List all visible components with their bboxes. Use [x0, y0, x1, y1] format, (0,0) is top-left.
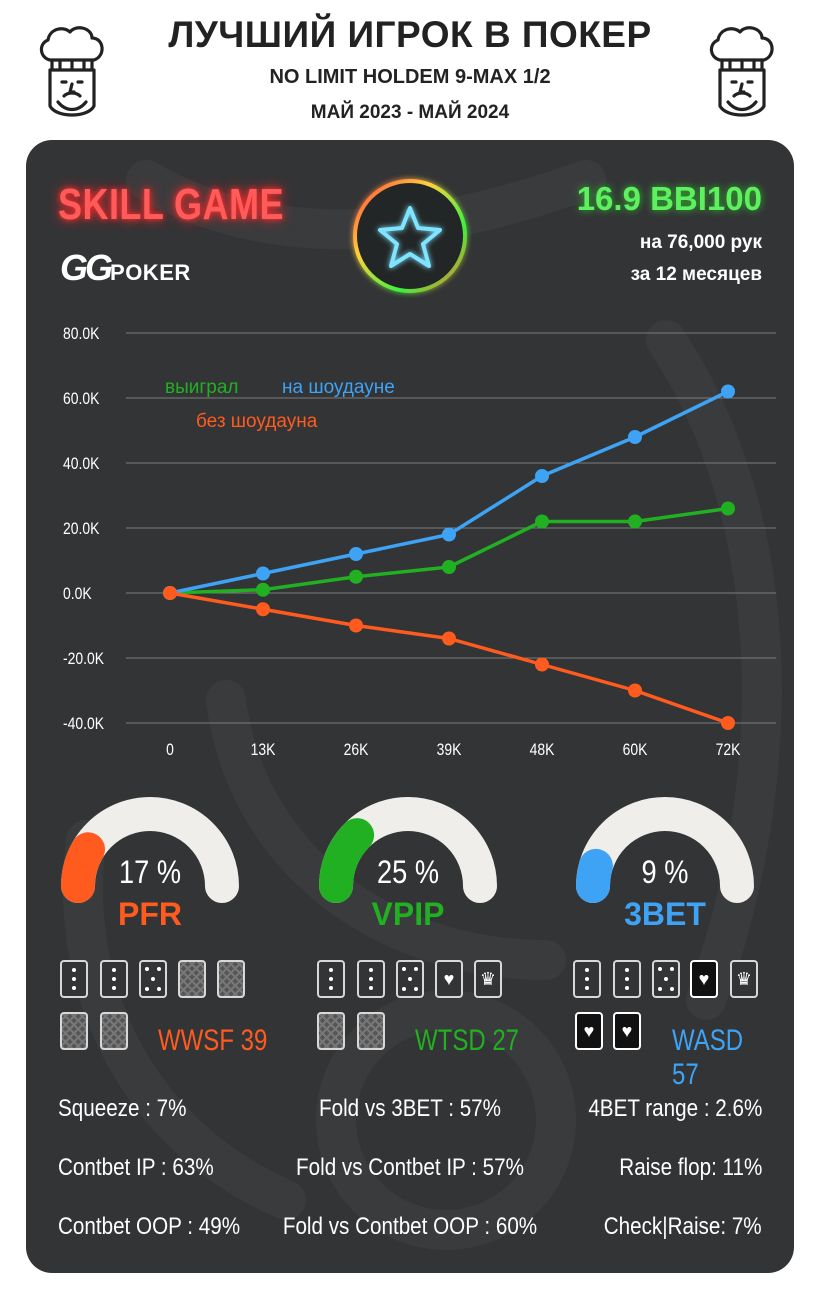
chef-king-icon	[39, 26, 104, 117]
data-point	[349, 547, 363, 561]
stat-fold-vs-contbet-ip: Fold vs Contbet IP : 57%	[296, 1154, 524, 1181]
data-point	[256, 602, 270, 617]
y-tick-label: 0.0K	[63, 585, 92, 604]
data-point	[349, 569, 363, 584]
gauge-pfr-percent: 17 %	[119, 854, 181, 890]
wasd-cards: ♥ ♛ ♥ ♥	[573, 960, 794, 1060]
x-tick-label: 26K	[344, 741, 369, 760]
wwsf-cards	[60, 960, 290, 1060]
data-point	[535, 514, 549, 529]
data-point	[721, 384, 735, 399]
gauge-3bet-label: 3BET	[624, 896, 706, 932]
x-tick-label: 72K	[716, 741, 741, 760]
card-back-icon	[357, 1012, 385, 1050]
data-point	[628, 514, 642, 529]
data-point	[256, 566, 270, 581]
data-point	[442, 560, 456, 574]
x-tick-label: 0	[166, 741, 174, 760]
legend-series-2: на шоудауне	[282, 377, 395, 398]
gauge-vpip-percent: 25 %	[377, 854, 439, 890]
stat-check-raise: Check|Raise: 7%	[604, 1213, 762, 1240]
wtsd-cards: ♥ ♛	[317, 960, 547, 1060]
playing-card-icon	[652, 960, 680, 998]
card-back-icon	[100, 1012, 128, 1050]
winrate-value: 16.9 BBI100	[576, 180, 762, 217]
x-tick-label: 13K	[251, 741, 276, 760]
skill-game-badge: SKILL GAME	[58, 180, 284, 229]
gauge-value-arc	[319, 818, 375, 903]
stat-4bet-range: 4BET range : 2.6%	[587, 1095, 762, 1122]
y-tick-label: 20.0K	[63, 520, 100, 539]
playing-card-icon	[317, 960, 345, 998]
stat-fold-vs-contbet-oop: Fold vs Contbet OOP : 60%	[282, 1213, 538, 1240]
stats-card: SKILL GAME GGPOKER 16.9 BBI100 на 76,000…	[26, 140, 794, 1273]
heart-card-icon: ♥	[690, 960, 718, 998]
y-tick-label: 80.0K	[63, 325, 100, 344]
playing-card-icon	[573, 960, 601, 998]
period-label: МАЙ 2023 - МАЙ 2024	[310, 102, 510, 123]
y-tick-label: 60.0K	[63, 390, 100, 409]
stat-squeeze: Squeeze : 7%	[58, 1095, 187, 1122]
gauge-3bet-percent: 9 %	[641, 854, 689, 890]
playing-card-icon	[60, 960, 88, 998]
y-tick-label: 40.0K	[63, 455, 100, 474]
crown-card-icon: ♛	[730, 960, 758, 998]
data-point	[721, 501, 735, 516]
months-count: за 12 месяцев	[630, 264, 762, 285]
data-point	[628, 683, 642, 698]
gauge-vpip-label: VPIP	[371, 896, 445, 932]
wwsf-stat: WWSF 39	[158, 1024, 268, 1057]
hands-count: на 76,000 рук	[639, 232, 762, 253]
stat-raise-flop: Raise flop: 11%	[618, 1154, 762, 1181]
x-tick-label: 48K	[530, 741, 555, 760]
x-tick-label: 39K	[437, 741, 462, 760]
series-line	[169, 506, 729, 595]
gauges	[60, 797, 754, 903]
page-title: ЛУЧШИЙ ИГРОК В ПОКЕР	[168, 14, 652, 55]
card-back-icon	[60, 1012, 88, 1050]
x-tick-label: 60K	[623, 741, 648, 760]
stat-contbet-ip: Contbet IP : 63%	[58, 1154, 214, 1181]
playing-card-icon	[613, 960, 641, 998]
winnings-line-chart: 80.0K 60.0K 40.0K 20.0K 0.0K -20.0K -40.0K 0 13…	[63, 325, 776, 760]
card-back-icon	[217, 960, 245, 998]
data-point	[628, 430, 642, 444]
stat-fold-vs-3bet: Fold vs 3BET : 57%	[318, 1095, 502, 1122]
data-point	[535, 469, 549, 483]
page-subtitle: NO LIMIT HOLDEM 9-MAX 1/2	[269, 66, 551, 88]
stat-contbet-oop: Contbet OOP : 49%	[58, 1213, 241, 1240]
crown-card-icon: ♛	[474, 960, 502, 998]
data-point	[349, 618, 363, 633]
y-tick-label: -20.0K	[63, 650, 105, 669]
data-point	[535, 657, 549, 672]
legend-series-1: выиграл	[165, 377, 239, 398]
chef-king-icon	[709, 26, 774, 117]
data-point	[163, 586, 177, 600]
playing-card-icon	[357, 960, 385, 998]
gauge-pfr-label: PFR	[118, 896, 182, 932]
star-icon	[353, 179, 467, 293]
heart-card-icon: ♥	[435, 960, 463, 998]
gauge-value-arc	[576, 848, 613, 903]
ggpoker-logo: GGPOKER	[60, 247, 191, 288]
data-point	[256, 582, 270, 597]
card-back-icon	[317, 1012, 345, 1050]
playing-card-icon	[100, 960, 128, 998]
heart-card-icon: ♥	[575, 1012, 603, 1050]
data-point	[442, 631, 456, 646]
data-point	[721, 716, 735, 730]
wasd-stat: WASD 57	[672, 1024, 744, 1091]
legend-series-3: без шоудауна	[196, 411, 318, 432]
data-point	[442, 527, 456, 542]
gauge-value-arc	[60, 832, 105, 903]
playing-card-icon	[396, 960, 424, 998]
wtsd-stat: WTSD 27	[415, 1024, 520, 1057]
playing-card-icon	[139, 960, 167, 998]
heart-card-icon: ♥	[613, 1012, 641, 1050]
y-tick-label: -40.0K	[63, 715, 105, 734]
card-back-icon	[178, 960, 206, 998]
